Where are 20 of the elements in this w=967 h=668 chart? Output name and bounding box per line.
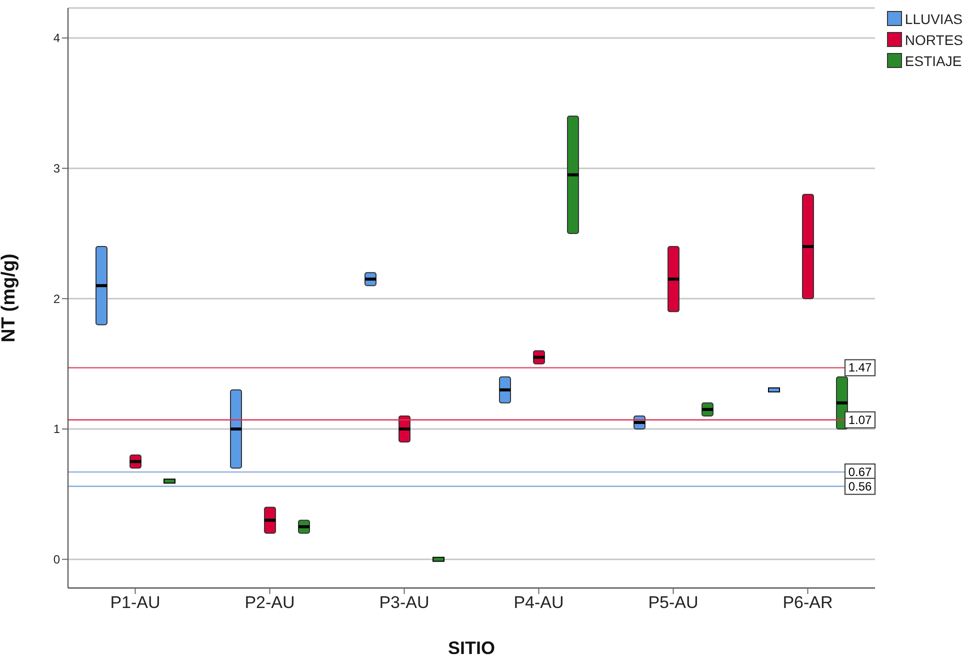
ref-line-label: 0.56: [848, 479, 872, 494]
y-tick-label: 4: [53, 31, 60, 46]
y-axis-title: NT (mg/g): [0, 254, 20, 342]
y-tick-label: 0: [53, 552, 60, 567]
x-tick-label: P3-AU: [379, 593, 430, 612]
legend-label: NORTES: [904, 32, 963, 48]
x-tick-label: P2-AU: [244, 593, 295, 612]
y-tick-label: 2: [53, 292, 60, 306]
x-tick-label: P5-AU: [648, 593, 698, 612]
legend-label: ESTIAJE: [904, 52, 962, 68]
x-axis-title: SITIO: [448, 638, 496, 658]
x-tick-label: P1-AU: [110, 593, 160, 612]
ref-line-label: 1.07: [848, 412, 872, 427]
ref-line-label: 0.67: [848, 465, 872, 479]
x-tick-label: P6-AR: [782, 593, 833, 612]
ref-line-label: 1.47: [848, 360, 872, 375]
x-tick-label: P4-AU: [514, 593, 564, 612]
y-tick-label: 1: [53, 422, 60, 436]
legend-label: LLUVIAS: [904, 10, 962, 26]
y-tick-label: 3: [53, 162, 60, 176]
